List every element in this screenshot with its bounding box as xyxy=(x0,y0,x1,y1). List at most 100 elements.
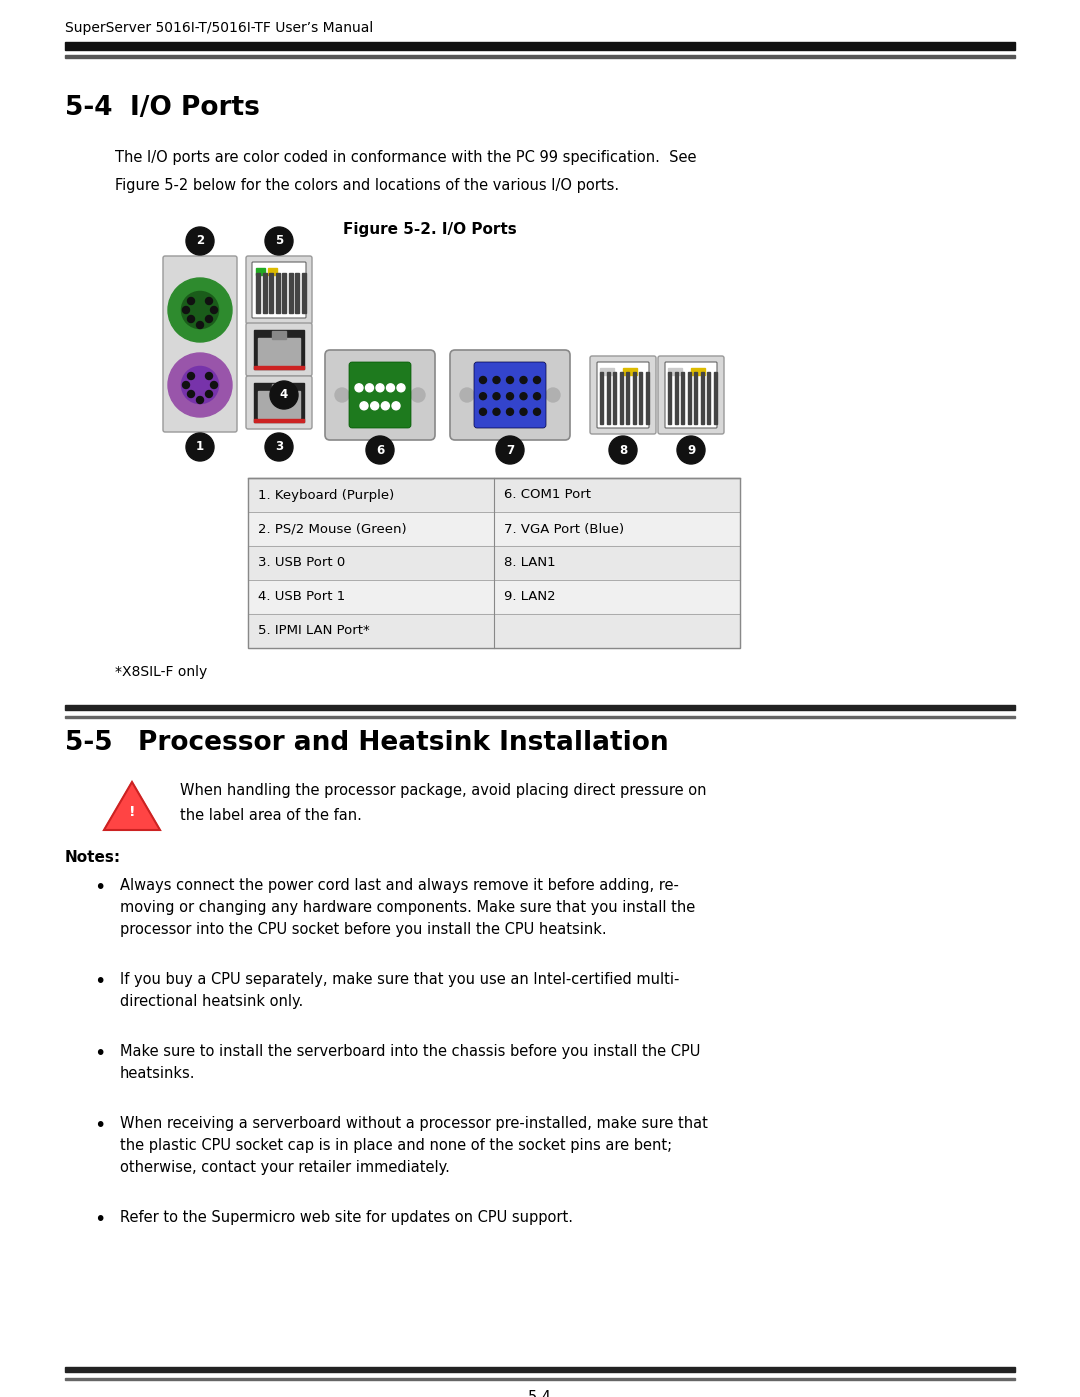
Bar xyxy=(623,367,637,374)
Circle shape xyxy=(335,388,349,402)
Text: I/O Ports: I/O Ports xyxy=(130,95,260,122)
Circle shape xyxy=(205,316,213,323)
Circle shape xyxy=(507,377,513,384)
Bar xyxy=(691,367,705,374)
Text: 8. LAN1: 8. LAN1 xyxy=(504,556,555,570)
Bar xyxy=(494,546,740,580)
Bar xyxy=(248,615,494,648)
Circle shape xyxy=(205,373,213,380)
Circle shape xyxy=(183,381,189,388)
Text: 6. COM1 Port: 6. COM1 Port xyxy=(504,489,591,502)
Bar xyxy=(694,372,698,425)
Text: Make sure to install the serverboard into the chassis before you install the CPU: Make sure to install the serverboard int… xyxy=(120,1044,700,1059)
Bar xyxy=(600,372,603,425)
Polygon shape xyxy=(104,782,160,830)
FancyBboxPatch shape xyxy=(590,356,656,434)
Bar xyxy=(607,372,609,425)
Circle shape xyxy=(507,393,513,400)
FancyBboxPatch shape xyxy=(246,376,312,429)
Circle shape xyxy=(609,436,637,464)
Text: •: • xyxy=(94,972,106,990)
Bar xyxy=(254,383,303,422)
Bar xyxy=(258,391,300,418)
Circle shape xyxy=(265,226,293,256)
Circle shape xyxy=(492,393,500,400)
Circle shape xyxy=(376,384,384,391)
Circle shape xyxy=(181,366,218,404)
Bar xyxy=(65,1368,1015,1372)
Text: 7. VGA Port (Blue): 7. VGA Port (Blue) xyxy=(504,522,624,535)
Circle shape xyxy=(366,436,394,464)
Bar xyxy=(275,272,280,313)
Circle shape xyxy=(370,402,379,409)
Bar xyxy=(494,615,740,648)
Text: 2. PS/2 Mouse (Green): 2. PS/2 Mouse (Green) xyxy=(258,522,407,535)
Circle shape xyxy=(197,397,203,404)
Bar xyxy=(272,384,286,393)
Circle shape xyxy=(205,391,213,398)
Circle shape xyxy=(492,408,500,415)
Bar xyxy=(633,372,636,425)
Bar xyxy=(707,372,711,425)
Circle shape xyxy=(534,393,540,400)
Bar xyxy=(494,478,740,511)
Text: 5: 5 xyxy=(275,235,283,247)
Bar xyxy=(268,268,276,275)
FancyBboxPatch shape xyxy=(325,351,435,440)
Bar xyxy=(669,372,671,425)
Circle shape xyxy=(411,388,426,402)
Text: Always connect the power cord last and always remove it before adding, re-: Always connect the power cord last and a… xyxy=(120,877,679,893)
FancyBboxPatch shape xyxy=(246,256,312,324)
Text: 1. Keyboard (Purple): 1. Keyboard (Purple) xyxy=(258,489,394,502)
Circle shape xyxy=(270,381,298,409)
Bar xyxy=(282,272,286,313)
Bar xyxy=(248,546,494,580)
Bar xyxy=(65,717,1015,718)
Text: 5-4: 5-4 xyxy=(528,1390,552,1397)
Bar xyxy=(262,272,267,313)
Circle shape xyxy=(496,436,524,464)
Bar xyxy=(296,272,299,313)
Circle shape xyxy=(460,388,474,402)
Bar xyxy=(669,367,681,374)
Text: 4: 4 xyxy=(280,388,288,401)
Circle shape xyxy=(480,377,486,384)
Bar xyxy=(272,331,286,339)
Circle shape xyxy=(186,433,214,461)
Bar xyxy=(675,372,677,425)
Bar xyxy=(65,705,1015,710)
Circle shape xyxy=(211,381,217,388)
Bar xyxy=(65,42,1015,50)
Bar xyxy=(688,372,691,425)
Text: When handling the processor package, avoid placing direct pressure on: When handling the processor package, avo… xyxy=(180,782,706,798)
Text: otherwise, contact your retailer immediately.: otherwise, contact your retailer immedia… xyxy=(120,1160,450,1175)
FancyBboxPatch shape xyxy=(597,362,649,427)
FancyBboxPatch shape xyxy=(658,356,724,434)
Bar xyxy=(681,372,684,425)
Text: Notes:: Notes: xyxy=(65,849,121,865)
Circle shape xyxy=(534,408,540,415)
Bar xyxy=(254,366,303,369)
Circle shape xyxy=(186,226,214,256)
Bar xyxy=(613,372,617,425)
Bar xyxy=(288,272,293,313)
Text: *X8SIL-F only: *X8SIL-F only xyxy=(114,665,207,679)
Bar xyxy=(65,1377,1015,1380)
Bar xyxy=(494,580,740,615)
Text: •: • xyxy=(94,1210,106,1229)
Text: Figure 5-2 below for the colors and locations of the various I/O ports.: Figure 5-2 below for the colors and loca… xyxy=(114,177,619,193)
Bar xyxy=(0,0,1080,54)
Circle shape xyxy=(211,306,217,313)
Text: processor into the CPU socket before you install the CPU heatsink.: processor into the CPU socket before you… xyxy=(120,922,607,937)
Text: 5-4: 5-4 xyxy=(65,95,112,122)
Text: 1: 1 xyxy=(195,440,204,454)
Bar xyxy=(620,372,623,425)
Text: •: • xyxy=(94,877,106,897)
Text: 6: 6 xyxy=(376,443,384,457)
Circle shape xyxy=(519,408,527,415)
Text: 3: 3 xyxy=(275,440,283,454)
FancyBboxPatch shape xyxy=(349,362,411,427)
Text: If you buy a CPU separately, make sure that you use an Intel-certified multi-: If you buy a CPU separately, make sure t… xyxy=(120,972,679,988)
Text: SuperServer 5016I-T/5016I-TF User’s Manual: SuperServer 5016I-T/5016I-TF User’s Manu… xyxy=(65,21,374,35)
Text: 9. LAN2: 9. LAN2 xyxy=(504,591,555,604)
